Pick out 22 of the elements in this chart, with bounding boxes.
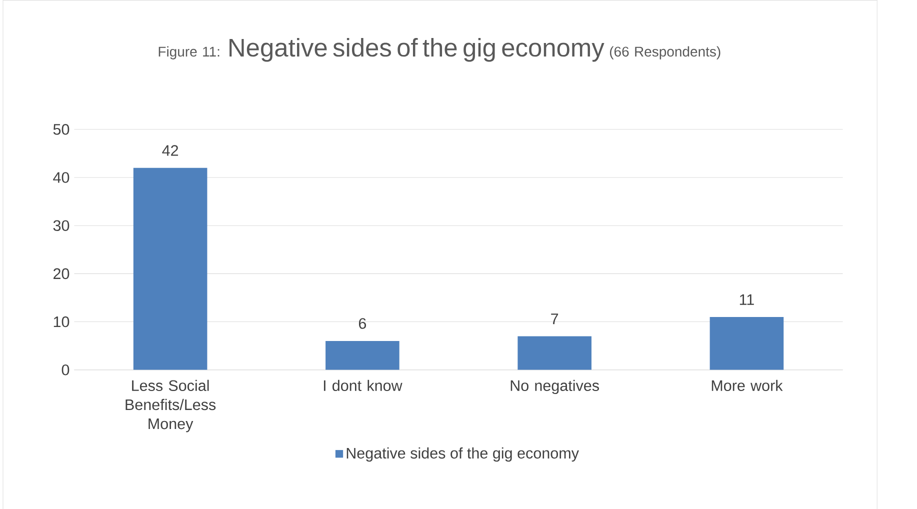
x-tick-label: No negatives — [510, 380, 599, 394]
text: (66 Respondents) — [610, 46, 720, 60]
bar — [518, 336, 592, 370]
x-tick-label: Less Social Benefits/Less Money — [126, 380, 216, 432]
bar — [326, 340, 400, 370]
y-tick-label: 20 — [54, 268, 70, 279]
caption: Figure 11: — [158, 46, 220, 60]
legend-label: Negative sides of the gig economy — [346, 447, 579, 462]
y-tick-label: 50 — [53, 124, 70, 135]
data-label: 42 — [162, 144, 178, 156]
x-tick-label: I dont know — [324, 380, 402, 391]
bar — [710, 316, 784, 370]
y-tick-label: 30 — [53, 220, 70, 231]
y-tick-label: 40 — [53, 172, 70, 183]
y-tick-label: 10 — [54, 316, 70, 327]
data-label: 6 — [358, 318, 366, 329]
data-label: 11 — [740, 294, 754, 305]
bar — [133, 168, 208, 370]
data-label: 7 — [551, 313, 558, 324]
chart-title: Negative sides of the gig economy — [230, 38, 604, 62]
x-tick-label: More work — [712, 380, 783, 391]
y-tick-label: 0 — [62, 364, 70, 376]
